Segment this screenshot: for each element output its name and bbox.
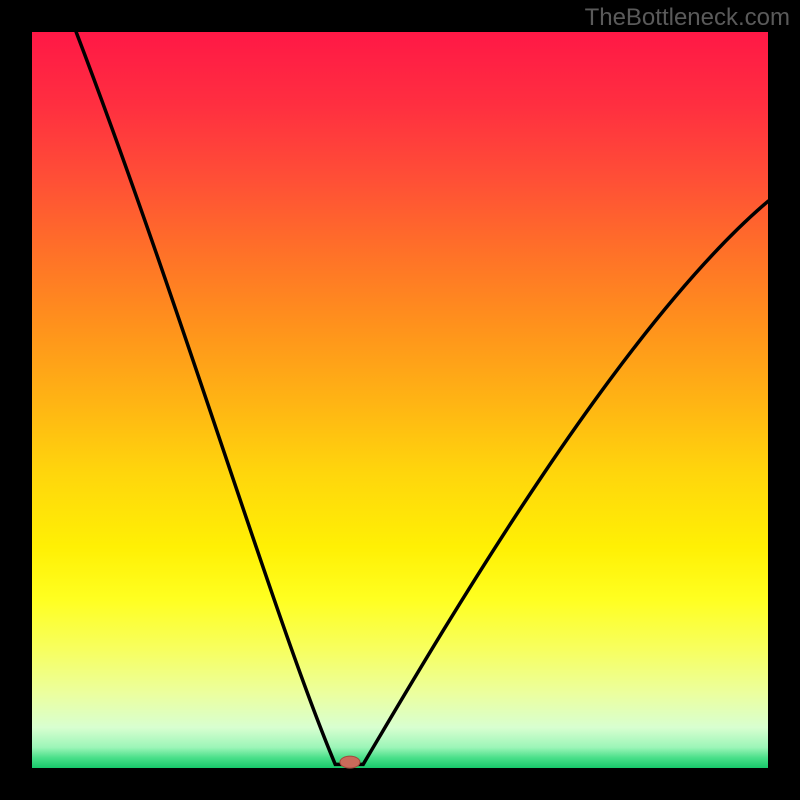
bottleneck-chart-svg — [0, 0, 800, 800]
plot-area — [32, 32, 768, 768]
optimum-marker — [340, 756, 360, 768]
watermark-text: TheBottleneck.com — [585, 4, 790, 32]
chart-frame: TheBottleneck.com — [0, 0, 800, 800]
